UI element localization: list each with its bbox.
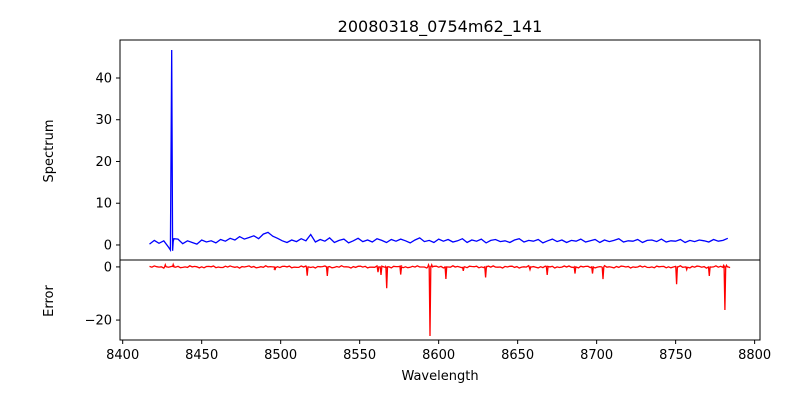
spectrum-ylabel: Spectrum (42, 120, 57, 183)
x-tick-label: 8750 (659, 348, 692, 363)
x-tick-label: 8600 (422, 348, 455, 363)
y-tick-label: 40 (95, 71, 112, 86)
y-tick-label: 10 (95, 197, 112, 212)
x-tick-label: 8550 (343, 348, 376, 363)
x-tick-label: 8400 (106, 348, 139, 363)
x-tick-label: 8650 (501, 348, 534, 363)
error-series-line (149, 262, 731, 337)
chart-title: 20080318_0754m62_141 (338, 17, 543, 37)
axes-frame (119, 259, 761, 341)
x-tick-label: 8450 (185, 348, 218, 363)
x-tick-label: 8800 (738, 348, 771, 363)
x-axis-label: Wavelength (401, 369, 478, 384)
error-ylabel: Error (42, 285, 57, 317)
y-tick-label: 0 (104, 238, 112, 253)
error-axes: 0 −20 8400 8450 8500 8550 8600 8650 8700 8750 8800 (85, 259, 771, 363)
y-tick-label: 0 (104, 260, 112, 275)
x-tick-label: 8700 (580, 348, 613, 363)
y-tick-label: 20 (95, 155, 112, 170)
spectrum-series-line (149, 49, 729, 253)
x-tick-label: 8500 (264, 348, 297, 363)
y-tick-label: 30 (95, 113, 112, 128)
y-tick-label: −20 (85, 314, 112, 329)
